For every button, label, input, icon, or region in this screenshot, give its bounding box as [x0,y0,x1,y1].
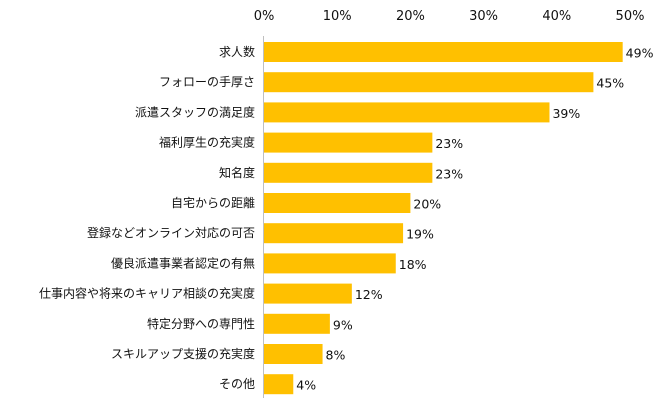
data-label: 4% [296,378,316,393]
category-label: 仕事内容や将来のキャリア相談の充実度 [39,286,255,301]
bar [264,72,594,93]
data-label: 18% [399,257,427,272]
bar [264,102,550,123]
data-label: 12% [355,287,383,302]
bar [264,162,433,183]
x-tick-label: 10% [323,9,352,24]
bar [264,42,623,62]
category-label: 求人数 [219,44,255,59]
category-label: 優良派遣事業者認定の有無 [111,255,255,270]
bar [264,344,323,364]
x-tick-label: 50% [616,9,645,24]
bar [264,253,396,274]
category-label: 登録などオンライン対応の可否 [87,225,255,240]
bar [264,193,411,213]
category-label: 派遣スタッフの満足度 [135,104,255,119]
data-label: 49% [626,46,654,61]
bars [264,42,623,395]
data-label: 9% [333,317,353,332]
x-tick-label: 20% [396,9,425,24]
bar [264,132,433,153]
bar [264,283,352,304]
data-label: 8% [326,348,346,363]
data-labels: 49%45% 39% 23% 23% 20% 19% 18% 12%9% 8% 4% [296,46,653,393]
data-label: 20% [413,197,441,212]
data-label: 19% [406,227,434,242]
category-label: 特定分野への専門性 [147,316,255,331]
x-tick-label: 0% [254,9,275,24]
data-label: 23% [435,136,463,151]
data-label: 39% [552,106,580,121]
data-label: 23% [435,166,463,181]
x-tick-label: 30% [469,9,498,24]
x-axis-ticks: 0% 10% 20% 30% 40% 50% [254,9,645,24]
category-label: スキルアップ支援の充実度 [111,346,255,361]
bar [264,223,404,244]
category-label: 知名度 [219,165,255,180]
data-label: 45% [596,76,624,91]
bar [264,374,294,395]
bar [264,313,330,334]
category-labels: 求人数フォローの手厚さ派遣スタッフの満足度福利厚生の充実度知名度自宅からの距離登… [39,44,255,391]
category-label: 福利厚生の充実度 [159,135,255,150]
category-label: フォローの手厚さ [159,75,255,89]
x-tick-label: 40% [542,9,571,24]
category-label: その他 [219,377,255,391]
category-label: 自宅からの距離 [171,195,255,210]
